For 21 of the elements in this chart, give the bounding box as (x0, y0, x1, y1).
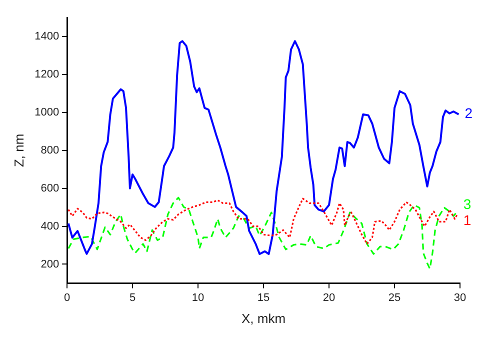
y-tick-label: 1000 (34, 106, 60, 118)
y-tick-label: 400 (40, 220, 60, 232)
y-tick-label: 800 (40, 144, 60, 156)
y-axis-title: Z, nm (11, 134, 26, 168)
series-label: 2 (464, 105, 473, 122)
series-label: 3 (463, 196, 472, 212)
y-tick-label: 1200 (34, 68, 60, 81)
x-axis-title: X, mkm (242, 310, 286, 326)
x-tick-label: 20 (322, 292, 336, 304)
x-tick-label: 25 (388, 292, 401, 304)
line-series (68, 198, 458, 245)
y-tick-label: 1400 (34, 30, 60, 43)
x-tick-label: 30 (454, 292, 466, 304)
x-tick-label: 10 (192, 292, 204, 304)
x-tick-label: 0 (64, 292, 70, 304)
y-tick-label: 600 (40, 182, 60, 194)
x-tick-label: 15 (257, 292, 270, 304)
series-label: 1 (463, 212, 472, 228)
line-series (68, 196, 458, 270)
y-tick-label: 200 (40, 258, 60, 270)
x-tick-label: 5 (129, 292, 136, 304)
